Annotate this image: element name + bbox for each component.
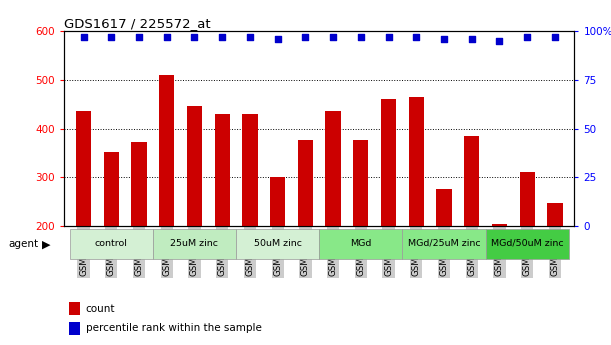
Point	[439, 36, 449, 42]
Point	[162, 34, 172, 40]
Text: 50uM zinc: 50uM zinc	[254, 239, 302, 248]
Text: agent: agent	[8, 239, 38, 249]
Bar	[69, 302, 81, 315]
Bar	[131, 142, 147, 226]
Point	[356, 34, 366, 40]
Text: MGd/50uM zinc: MGd/50uM zinc	[491, 239, 563, 248]
Point	[328, 34, 338, 40]
Text: MGd/25uM zinc: MGd/25uM zinc	[408, 239, 480, 248]
Bar	[69, 322, 81, 335]
Point	[550, 34, 560, 40]
Point	[134, 34, 144, 40]
Text: GDS1617 / 225572_at: GDS1617 / 225572_at	[64, 17, 211, 30]
Bar	[436, 189, 452, 226]
FancyBboxPatch shape	[236, 229, 320, 259]
Point	[384, 34, 393, 40]
Point	[189, 34, 199, 40]
FancyBboxPatch shape	[486, 229, 569, 259]
Point	[245, 34, 255, 40]
Point	[301, 34, 310, 40]
Bar	[409, 97, 424, 226]
Point	[79, 34, 89, 40]
Text: 25uM zinc: 25uM zinc	[170, 239, 219, 248]
Text: MGd: MGd	[350, 239, 371, 248]
Point	[467, 36, 477, 42]
Point	[273, 36, 282, 42]
Bar	[159, 75, 174, 226]
Point	[106, 34, 116, 40]
Bar	[214, 114, 230, 226]
Bar	[353, 140, 368, 226]
Text: percentile rank within the sample: percentile rank within the sample	[86, 323, 262, 333]
Bar	[326, 111, 341, 226]
Bar	[76, 111, 91, 226]
Point	[494, 38, 504, 43]
FancyBboxPatch shape	[153, 229, 236, 259]
FancyBboxPatch shape	[70, 229, 153, 259]
Bar	[519, 172, 535, 226]
Point	[522, 34, 532, 40]
Bar	[492, 224, 507, 226]
Bar	[464, 136, 480, 226]
FancyBboxPatch shape	[403, 229, 486, 259]
Bar	[298, 140, 313, 226]
Text: control: control	[95, 239, 128, 248]
FancyBboxPatch shape	[320, 229, 403, 259]
Bar	[381, 99, 396, 226]
Point	[411, 34, 421, 40]
Bar	[270, 177, 285, 226]
Bar	[187, 106, 202, 226]
Point	[218, 34, 227, 40]
Bar	[547, 203, 563, 226]
Bar	[243, 114, 258, 226]
Text: count: count	[86, 304, 115, 314]
Bar	[104, 152, 119, 226]
Text: ▶: ▶	[42, 239, 50, 249]
